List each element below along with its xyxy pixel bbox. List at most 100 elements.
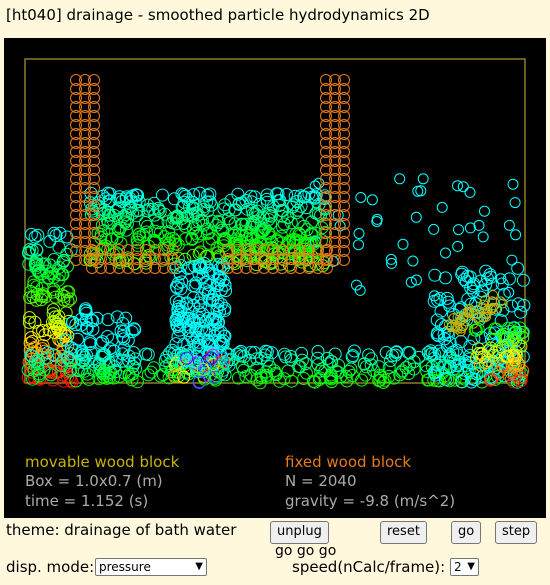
step-button[interactable]: step [495,521,538,544]
fixed-wood-particle [303,244,315,256]
fixed-wood-particle [267,262,279,274]
particle [132,227,146,241]
particle [95,207,109,221]
fixed-wood-particle [79,191,91,203]
particle [432,344,446,358]
fixed-wood-particle [258,244,270,256]
spray-particle [410,211,422,223]
canvas-background [4,38,546,518]
fixed-wood-particle [79,110,91,122]
fixed-wood-particle [158,244,170,256]
particle [284,353,298,367]
fixed-wood-particle [231,244,243,256]
fixed-wood-particle [70,191,82,203]
unplug-button[interactable]: unplug [270,521,329,544]
simulation-canvas[interactable]: movable wood block fixed wood block Box … [4,38,546,518]
fixed-wood-particle [88,200,100,212]
fixed-wood-particle [222,262,234,274]
particle [217,260,231,274]
particle [194,339,208,353]
fixed-wood-particle [338,191,350,203]
speed-label: speed(nCalc/frame): [292,558,446,576]
particle [272,246,286,260]
particle [347,344,361,358]
fixed-wood-particle [104,253,116,265]
spray-particle [385,253,397,265]
particle [64,354,78,368]
particle [127,322,141,336]
fixed-wood-particle [149,244,161,256]
particle [97,347,111,361]
particle [146,202,160,216]
reset-button[interactable]: reset [380,521,427,544]
particle [331,365,345,379]
particle [516,331,530,344]
particle [41,351,54,365]
particle [168,370,181,383]
particle [287,198,301,212]
particle [160,350,174,364]
particle [182,320,196,334]
fixed-wood-particle [70,74,82,86]
particle [52,261,66,274]
speed-select[interactable]: 2 ▼ [450,558,479,576]
fixed-wood-particle [70,227,82,239]
spray-particle [457,181,469,193]
particle [199,260,213,274]
particle [193,186,207,200]
particle [98,364,112,378]
particle [192,267,206,281]
fixed-wood-particle [70,218,82,230]
fixed-wood-particle [338,146,350,158]
particle [57,293,71,307]
fixed-wood-particle [285,244,297,256]
particle [121,333,135,347]
particle [302,187,316,201]
display-mode-label: disp. mode: [6,558,95,576]
particle [219,284,233,298]
movable-wood-particle [462,307,473,318]
fixed-wood-particle [320,227,332,239]
fixed-wood-particle [329,155,341,167]
particle [103,194,117,208]
particle [231,371,245,385]
particle [311,345,325,358]
particle [253,376,267,390]
particle [22,315,36,329]
particle [455,375,469,389]
fixed-wood-particle [131,262,143,274]
particle [207,287,221,301]
particle [186,248,200,262]
particle [100,371,114,385]
particle [474,290,488,304]
particle [484,370,497,384]
fixed-wood-particle [329,164,341,176]
go-button[interactable]: go [451,521,482,544]
particle [460,358,474,372]
particle [169,337,183,351]
particle [313,371,327,385]
fixed-wood-particle [70,254,82,266]
fixed-wood-particle [320,245,332,257]
particle [35,288,49,302]
fixed-wood-particle [88,110,100,122]
particle [52,309,66,323]
spray-particle [477,231,489,243]
particle [175,187,189,201]
spray-particle [428,290,440,302]
fixed-wood-particle [222,253,234,265]
particle [430,374,444,388]
fixed-wood-particle [329,119,341,131]
fixed-wood-particle [79,128,91,140]
display-mode-select[interactable]: pressure ▼ [95,558,207,576]
particle [502,368,516,382]
particle [119,223,133,237]
particle [437,327,451,341]
fixed-wood-particle [320,191,332,203]
fixed-wood-particle [329,110,341,122]
particle [490,322,503,336]
particle [47,226,61,240]
fixed-wood-particle [113,244,125,256]
fixed-wood-particle [320,200,332,212]
particle [162,232,176,246]
